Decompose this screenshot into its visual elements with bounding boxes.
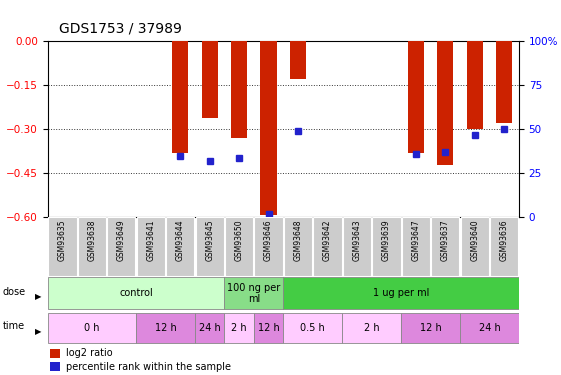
Text: GSM93637: GSM93637: [441, 219, 450, 261]
Bar: [496, 41, 512, 123]
Text: ▶: ▶: [35, 292, 42, 302]
Text: GSM93643: GSM93643: [352, 219, 361, 261]
Text: 24 h: 24 h: [479, 323, 500, 333]
Bar: [107, 217, 135, 276]
Bar: [136, 313, 195, 344]
Bar: [408, 41, 424, 153]
Bar: [467, 41, 483, 129]
Text: GSM93647: GSM93647: [411, 219, 420, 261]
Bar: [224, 313, 254, 344]
Text: 0 h: 0 h: [84, 323, 100, 333]
Text: GSM93639: GSM93639: [382, 219, 391, 261]
Bar: [437, 41, 453, 165]
Bar: [78, 217, 106, 276]
Bar: [224, 278, 283, 309]
Bar: [172, 41, 188, 153]
Bar: [196, 217, 224, 276]
Bar: [166, 217, 194, 276]
Bar: [48, 313, 136, 344]
Bar: [402, 217, 430, 276]
Text: GSM93642: GSM93642: [323, 219, 332, 261]
Text: GSM93649: GSM93649: [117, 219, 126, 261]
Bar: [48, 278, 224, 309]
Bar: [50, 349, 61, 358]
Text: GSM93638: GSM93638: [88, 219, 96, 261]
Bar: [260, 41, 277, 214]
Text: time: time: [3, 321, 25, 332]
Text: GSM93635: GSM93635: [58, 219, 67, 261]
Bar: [373, 217, 401, 276]
Bar: [342, 313, 401, 344]
Bar: [225, 217, 253, 276]
Text: GSM93648: GSM93648: [293, 219, 302, 261]
Bar: [314, 217, 342, 276]
Bar: [401, 313, 460, 344]
Bar: [255, 217, 283, 276]
Text: 0.5 h: 0.5 h: [300, 323, 325, 333]
Bar: [461, 217, 489, 276]
Text: 24 h: 24 h: [199, 323, 220, 333]
Text: GSM93644: GSM93644: [176, 219, 185, 261]
Text: GSM93645: GSM93645: [205, 219, 214, 261]
Text: percentile rank within the sample: percentile rank within the sample: [66, 362, 231, 372]
Bar: [460, 313, 519, 344]
Bar: [283, 278, 519, 309]
Text: control: control: [119, 288, 153, 298]
Text: 1 ug per ml: 1 ug per ml: [373, 288, 429, 298]
Text: ▶: ▶: [35, 327, 42, 336]
Bar: [137, 217, 165, 276]
Bar: [290, 41, 306, 80]
Text: GSM93650: GSM93650: [234, 219, 243, 261]
Text: dose: dose: [3, 286, 26, 297]
Text: GSM93641: GSM93641: [146, 219, 155, 261]
Text: GSM93640: GSM93640: [470, 219, 479, 261]
Bar: [50, 362, 61, 371]
Bar: [48, 217, 76, 276]
Text: 12 h: 12 h: [257, 323, 279, 333]
Bar: [431, 217, 459, 276]
Bar: [231, 41, 247, 138]
Bar: [283, 313, 342, 344]
Text: GDS1753 / 37989: GDS1753 / 37989: [59, 22, 182, 36]
Text: 12 h: 12 h: [420, 323, 442, 333]
Bar: [254, 313, 283, 344]
Bar: [490, 217, 518, 276]
Bar: [284, 217, 312, 276]
Text: GSM93646: GSM93646: [264, 219, 273, 261]
Text: 2 h: 2 h: [364, 323, 379, 333]
Bar: [343, 217, 371, 276]
Text: GSM93636: GSM93636: [500, 219, 509, 261]
Text: log2 ratio: log2 ratio: [66, 348, 112, 358]
Bar: [195, 313, 224, 344]
Text: 100 ng per
ml: 100 ng per ml: [227, 283, 280, 304]
Text: 2 h: 2 h: [231, 323, 247, 333]
Text: 12 h: 12 h: [155, 323, 176, 333]
Bar: [201, 41, 218, 118]
